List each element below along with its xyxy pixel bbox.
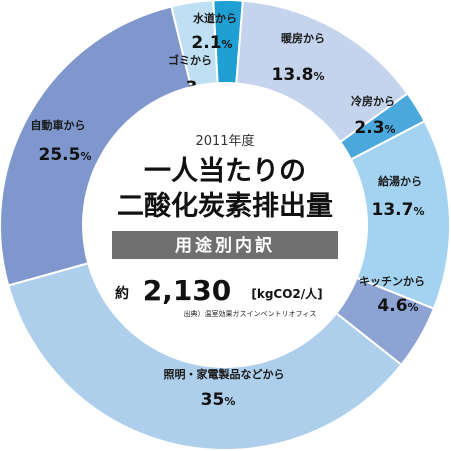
center-total-value: 2,130 [143, 274, 232, 307]
slice-value-label: 13.8% [272, 65, 325, 85]
slice-name-label: 自動車から [31, 118, 86, 132]
slice-name-label: キッチンから [359, 275, 425, 288]
slice-name-label: 水道から [193, 11, 237, 25]
center-year: 2011年度 [195, 133, 254, 149]
slice-name-label: 照明・家電製品などから [164, 367, 285, 381]
center-total-unit: [kgCO2/人] [251, 286, 322, 301]
center-disc [82, 82, 368, 368]
slice-value-label: 35% [201, 390, 236, 410]
slice-value-label: 13.7% [372, 200, 425, 220]
center-band [112, 231, 338, 259]
center-title-line1: 一人当たりの [144, 156, 306, 187]
slice-name-label: ゴミから [168, 53, 212, 67]
center-total-prefix: 約 [115, 285, 129, 302]
center-source: 出典）温室効果ガスインベントリオフィス [184, 309, 317, 318]
slice-name-label: 暖房から [281, 31, 325, 45]
slice-name-label: 給湯から [378, 174, 422, 188]
center-band-label: 用途別内訳 [175, 235, 275, 256]
slice-name-label: 冷房から [351, 94, 395, 108]
slice-value-label: 25.5% [39, 145, 92, 165]
slice-value-label: 2.3% [354, 118, 395, 138]
slice-value-label: 4.6% [377, 296, 418, 316]
slice-value-label: 2.1% [191, 33, 232, 53]
center-title-line2: 二酸化炭素排出量 [117, 191, 333, 222]
